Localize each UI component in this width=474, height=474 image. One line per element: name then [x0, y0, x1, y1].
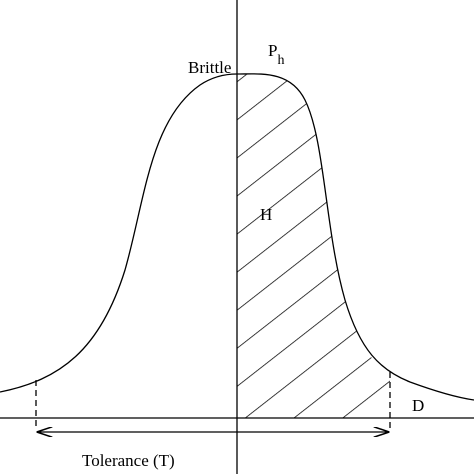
d-label: D [412, 396, 424, 415]
distribution-curve [0, 73, 474, 401]
p-main: P [268, 41, 277, 60]
hatched-region [237, 73, 390, 418]
p-sub: h [277, 53, 284, 68]
h-label: H [260, 205, 272, 224]
brittle-label: Brittle [188, 58, 231, 77]
tolerance-label: Tolerance (T) [82, 451, 175, 470]
p-label: Ph [268, 41, 284, 68]
